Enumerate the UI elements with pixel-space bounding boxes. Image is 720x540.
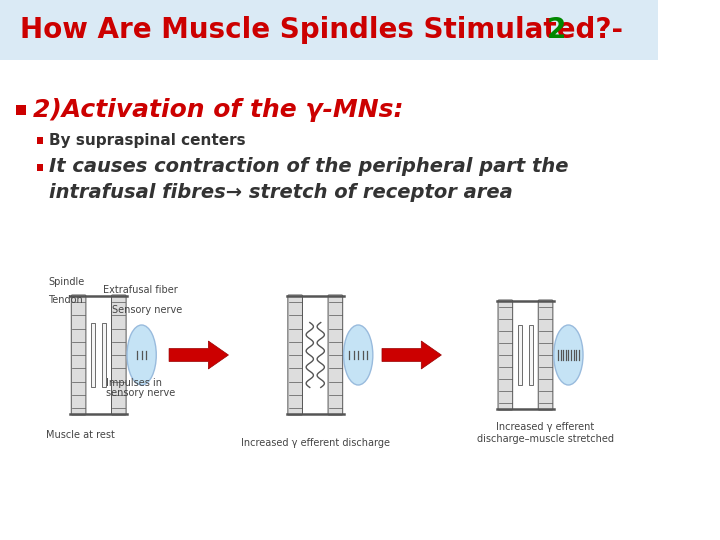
FancyBboxPatch shape [71,295,86,415]
Bar [37,164,43,171]
Text: How Are Muscle Spindles Stimulated?-: How Are Muscle Spindles Stimulated?- [20,16,623,44]
FancyBboxPatch shape [539,300,553,410]
Text: 2)Activation of the γ-MNs:: 2)Activation of the γ-MNs: [33,98,403,122]
Text: Impulses in: Impulses in [106,378,162,388]
Ellipse shape [343,325,373,385]
Text: Spindle: Spindle [48,277,85,287]
Text: Sensory nerve: Sensory nerve [112,305,183,315]
Ellipse shape [554,325,583,385]
Polygon shape [169,341,228,369]
Text: Increased γ efferent discharge: Increased γ efferent discharge [240,438,390,448]
Text: Muscle at rest: Muscle at rest [45,430,114,440]
Text: Increased γ efferent
discharge–muscle stretched: Increased γ efferent discharge–muscle st… [477,422,614,444]
FancyBboxPatch shape [288,295,302,415]
Bar [528,325,534,384]
FancyBboxPatch shape [498,300,513,410]
Text: Tendon: Tendon [48,295,84,305]
FancyBboxPatch shape [328,295,343,415]
FancyBboxPatch shape [0,0,658,60]
Text: 2: 2 [546,16,566,44]
Bar [518,325,522,384]
Text: Extrafusal fiber: Extrafusal fiber [103,285,178,295]
Bar [17,105,26,115]
Text: It causes contraction of the peripheral part the: It causes contraction of the peripheral … [50,158,569,177]
Polygon shape [382,341,441,369]
Bar [91,322,96,388]
Bar [37,137,43,144]
Ellipse shape [127,325,156,385]
FancyBboxPatch shape [112,295,126,415]
Bar [102,322,107,388]
Text: sensory nerve: sensory nerve [106,388,175,398]
Text: By supraspinal centers: By supraspinal centers [50,132,246,147]
Text: intrafusal fibres→ stretch of receptor area: intrafusal fibres→ stretch of receptor a… [50,183,513,201]
